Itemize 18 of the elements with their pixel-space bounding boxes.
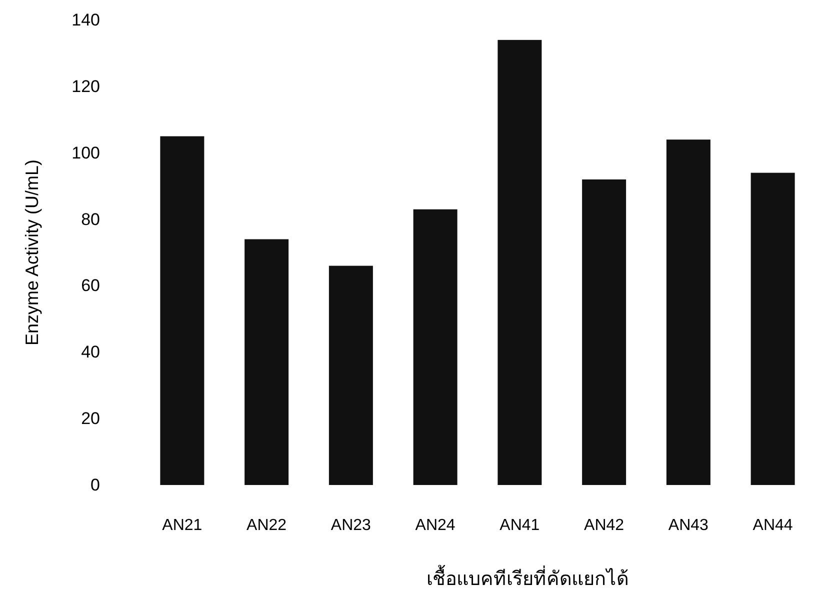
x-tick-label: AN22 bbox=[246, 517, 287, 534]
x-tick-label: AN43 bbox=[668, 517, 709, 534]
x-axis-title: เชื้อแบคทีเรียที่คัดแยกได้ bbox=[426, 565, 628, 590]
x-tick-label: AN42 bbox=[584, 517, 624, 534]
y-tick-label: 60 bbox=[81, 276, 100, 296]
y-tick-label: 20 bbox=[81, 409, 100, 428]
y-axis-title: Enzyme Activity (U/mL) bbox=[22, 159, 42, 346]
x-tick-label: AN21 bbox=[162, 517, 202, 534]
y-tick-label: 80 bbox=[81, 210, 100, 229]
y-tick-label: 120 bbox=[72, 76, 100, 96]
x-tick-label: AN44 bbox=[752, 517, 793, 534]
y-tick-label: 0 bbox=[90, 476, 100, 494]
y-tick-label: 100 bbox=[72, 143, 100, 162]
y-tick-label: 40 bbox=[81, 342, 100, 362]
x-tick-label: AN23 bbox=[330, 517, 372, 534]
x-tick-label: AN24 bbox=[415, 517, 456, 534]
y-tick-label: 140 bbox=[72, 10, 100, 30]
x-tick-label: AN41 bbox=[500, 517, 540, 534]
